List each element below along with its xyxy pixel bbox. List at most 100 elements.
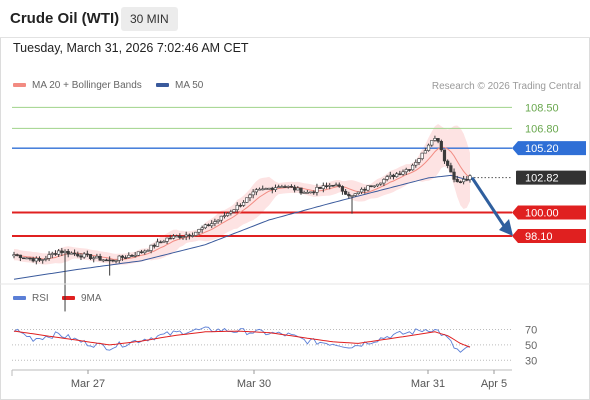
candle-body [143,250,147,254]
last-price-label: 102.82 [525,173,559,185]
candle-body [114,260,118,262]
candle-body [372,185,376,188]
candle-body [420,152,424,159]
candle-body [235,204,239,211]
x-tick-label: Mar 31 [411,378,445,390]
rsi-tick-50: 50 [525,340,537,352]
legend-rsi: RSI [13,293,49,304]
instrument-title: Crude Oil (WTI) [10,10,120,27]
candle-body [296,187,300,191]
ma20-legend-label: MA 20 + Bollinger Bands [32,80,142,91]
candle-body [462,179,466,183]
candle-body [57,250,61,255]
rsi-tick-70: 70 [525,325,537,337]
ma20-swatch [13,83,26,88]
candle-body [359,188,364,193]
candle-body [430,140,434,146]
candle-body [168,237,172,240]
candle-body [331,184,335,187]
candle-body [197,229,201,233]
candle-body [251,191,255,196]
candle-body [411,164,415,171]
candle-body [398,173,402,176]
bollinger-band [14,124,470,265]
candle-body [423,150,427,154]
pivot-label: 105.20 [525,143,559,155]
support-label-5: 98.10 [525,231,553,243]
ma50-legend-label: MA 50 [175,80,204,91]
credit-text: Research © 2026 Trading Central [431,81,581,92]
candle-body [318,187,322,189]
candle-body [31,258,35,262]
candle-body [417,158,421,163]
candle-body [289,186,294,188]
candle-body [321,185,325,189]
candle-body [401,171,405,175]
candle-body [120,255,125,258]
chart-datetime: Tuesday, March 31, 2026 7:02:46 AM CET [13,41,249,55]
candle-body [12,254,16,257]
candle-body [449,165,453,173]
rsi-line [13,326,471,353]
x-tick-label: Mar 30 [237,378,271,390]
candle-body [37,258,42,261]
candle-body [117,255,121,261]
forecast-arrow-head [499,219,513,236]
candle-body [229,211,233,214]
candle-body [433,138,437,141]
candle-body [312,191,316,194]
candle-body [328,184,332,187]
legend-9ma: 9MA [62,293,102,304]
candle-body [146,250,150,252]
candle-body [15,254,19,256]
forecast-arrow-shaft [470,176,506,227]
candle-body [280,186,284,188]
candle-body [299,187,303,194]
candle-body [159,241,163,244]
candle-body [53,253,58,255]
candle-body [245,197,249,203]
ma9-swatch [62,296,75,301]
candle-body [219,215,223,221]
candle-body [226,213,230,216]
candle-body [379,182,383,185]
candle-body [277,186,281,188]
candle-body [92,257,96,260]
rsi-swatch [13,296,26,301]
candle-body [468,175,472,180]
candle-body [286,186,290,188]
candle-body [76,253,80,257]
candle-body [104,259,109,262]
candle-body [133,255,137,257]
candle-body [334,184,338,187]
candle-body [324,185,329,187]
candle-body [50,253,54,255]
candle-body [165,237,169,242]
candle-body [72,252,77,255]
candle-body [178,235,182,238]
candle-body [375,183,380,187]
pivot-tag [512,141,586,156]
support-label-4: 100.00 [525,208,559,220]
candle-body [44,258,48,260]
candle-body [308,191,313,194]
interval-badge[interactable]: 30 MIN [121,7,178,31]
candle-body [385,176,389,180]
candle-body [200,227,204,230]
candle-body [293,186,297,191]
candle-body [155,241,160,247]
candle-body [34,258,38,262]
candle-body [455,179,459,183]
candle-body [347,194,351,197]
candle-body [203,224,207,229]
candle-body [232,209,236,213]
candle-body [273,187,278,190]
candle-body [181,236,185,238]
candle-body [238,204,243,207]
candle-body [382,179,386,184]
candle-body [124,257,128,259]
candle-body [241,202,246,206]
rsi-legend-label: RSI [32,293,49,304]
candle-body [184,234,188,237]
